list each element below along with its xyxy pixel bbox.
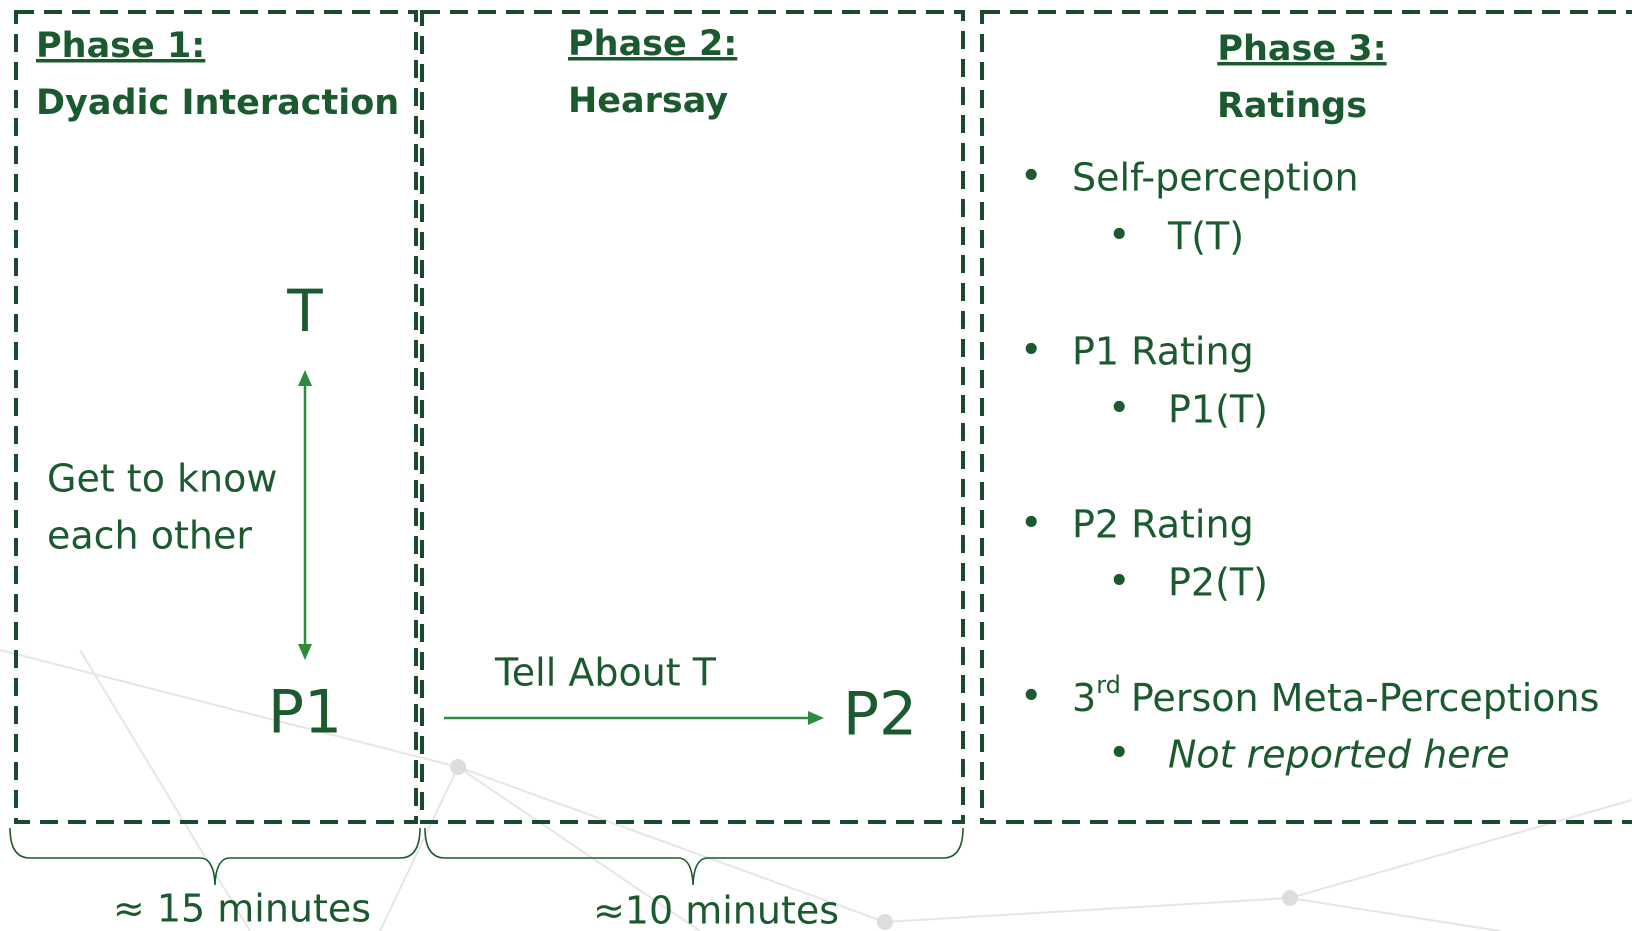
arrow (298, 370, 312, 660)
bullet: • (1020, 674, 1042, 718)
edge-label: Tell About T (494, 651, 717, 695)
bullet: • (1108, 731, 1130, 775)
phase-subtitle: Dyadic Interaction (36, 83, 399, 123)
ordinal: 3 (1072, 676, 1096, 720)
rating-label: 3rd Person Meta-Perceptions (1072, 671, 1599, 720)
edge-label: each other (47, 514, 252, 558)
brace (9, 827, 421, 886)
phase-title: Phase 3: (1217, 29, 1386, 69)
phase-title: Phase 2: (568, 24, 737, 64)
edge-label: Get to know (47, 457, 277, 501)
phase-subtitle: Ratings (1217, 86, 1367, 126)
bullet: • (1108, 213, 1130, 257)
node: P2 (843, 680, 917, 750)
rating-label: P2 Rating (1072, 503, 1254, 547)
rating-sub: Not reported here (1168, 733, 1510, 777)
label-text: Person Meta-Perceptions (1131, 676, 1600, 720)
bullet: • (1108, 559, 1130, 603)
ratings-list: • Self-perception • T(T) • P1 Rating • P… (1020, 154, 1599, 777)
rating-label: Self-perception (1072, 156, 1359, 200)
rating-sub: P2(T) (1168, 561, 1268, 605)
brace (424, 827, 964, 886)
phase-box (420, 10, 965, 824)
phase-box (14, 10, 418, 824)
phase-box (980, 10, 1632, 824)
bullet: • (1020, 501, 1042, 545)
phase-title: Phase 1: (36, 26, 205, 66)
rating-sub: P1(T) (1168, 388, 1268, 432)
arrow (444, 711, 824, 725)
duration-label: ≈10 minutes (593, 889, 839, 931)
node: P1 (268, 678, 342, 748)
duration-label: ≈ 15 minutes (113, 887, 371, 931)
node: T (286, 277, 323, 345)
background-network (0, 649, 1632, 931)
bullet: • (1108, 386, 1130, 430)
bullet: • (1020, 328, 1042, 372)
rating-label: P1 Rating (1072, 330, 1254, 374)
bullet: • (1020, 154, 1042, 198)
superscript: rd (1096, 671, 1121, 699)
rating-sub: T(T) (1167, 215, 1244, 259)
phase-subtitle: Hearsay (568, 81, 728, 121)
